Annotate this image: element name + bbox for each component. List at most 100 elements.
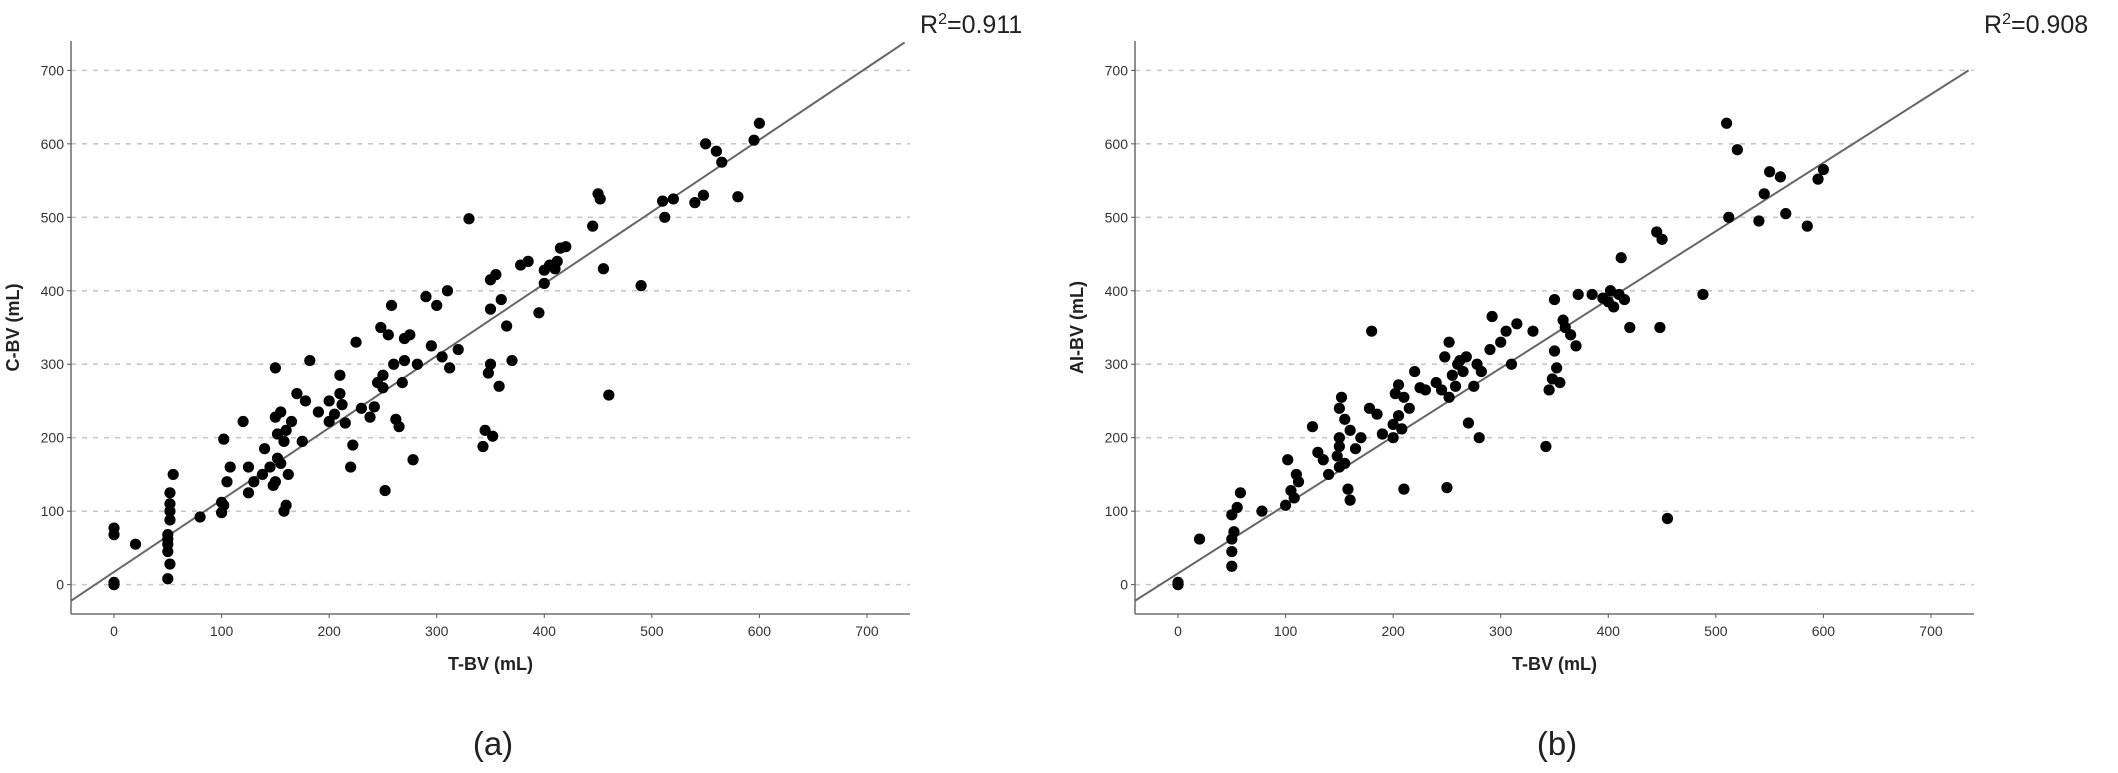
data-point	[377, 369, 389, 381]
y-tick-label: 600	[41, 136, 65, 152]
regression-line	[1134, 69, 1970, 602]
y-tick-label: 100	[1105, 503, 1129, 519]
data-point	[1764, 166, 1776, 178]
data-point	[1335, 391, 1348, 403]
data-point	[404, 329, 416, 341]
regression-line	[70, 41, 906, 602]
data-point	[657, 195, 669, 207]
data-point	[1333, 402, 1345, 414]
y-tick-label: 200	[41, 430, 65, 446]
data-point	[364, 411, 376, 423]
data-point	[237, 415, 249, 428]
data-point	[1333, 440, 1345, 453]
data-point	[218, 433, 230, 445]
x-axis-title-a: T-BV (mL)	[448, 654, 533, 674]
data-point	[1753, 215, 1765, 227]
y-tick-label: 400	[41, 283, 65, 299]
data-point	[368, 401, 380, 413]
data-point	[334, 388, 346, 400]
data-point	[1500, 325, 1512, 337]
x-tick-label: 700	[855, 623, 879, 639]
data-point	[377, 382, 389, 394]
data-point	[477, 440, 489, 453]
data-point	[411, 358, 423, 370]
data-point	[1608, 301, 1620, 313]
data-point	[1654, 321, 1666, 334]
data-point	[1812, 173, 1824, 185]
r-squared-symbol: R	[920, 11, 938, 39]
x-tick-label: 100	[210, 623, 234, 639]
data-point	[1323, 468, 1335, 481]
data-point	[479, 424, 491, 436]
data-point	[162, 529, 174, 541]
data-point	[1540, 440, 1552, 453]
data-point	[278, 435, 290, 447]
x-tick-label: 0	[110, 623, 118, 639]
x-tick-label: 700	[1919, 623, 1943, 639]
data-point	[594, 193, 606, 205]
data-point	[269, 362, 281, 374]
data-point	[560, 241, 572, 253]
data-point	[463, 213, 475, 225]
data-point	[444, 362, 456, 374]
data-point	[487, 430, 499, 442]
data-point	[1317, 454, 1329, 466]
data-point	[336, 399, 348, 411]
data-point	[1551, 362, 1563, 374]
y-tick-label: 500	[1105, 209, 1129, 225]
y-axis-title-a: C-BV (mL)	[3, 284, 23, 372]
data-point	[224, 461, 236, 473]
data-point	[375, 321, 387, 334]
x-tick-label: 400	[533, 623, 557, 639]
data-point	[732, 191, 744, 203]
panel-label-b: (b)	[1537, 725, 1577, 762]
data-point	[1721, 117, 1733, 129]
data-point	[1231, 501, 1243, 514]
data-point	[275, 406, 287, 418]
x-tick-label: 500	[1704, 623, 1728, 639]
data-point	[1661, 512, 1674, 525]
data-point	[271, 428, 284, 440]
data-point	[1387, 418, 1399, 431]
data-point	[129, 538, 142, 550]
data-point	[420, 291, 432, 303]
data-point	[1570, 340, 1582, 352]
data-point	[1604, 285, 1617, 297]
data-point	[1548, 345, 1561, 357]
y-tick-label: 0	[56, 577, 64, 593]
data-point	[1780, 208, 1792, 220]
data-point	[1398, 391, 1410, 403]
data-point	[1392, 379, 1405, 391]
data-point	[710, 145, 722, 157]
data-point	[697, 189, 710, 201]
data-point	[1363, 402, 1376, 414]
data-point	[587, 220, 599, 232]
data-point	[194, 511, 206, 523]
y-tick-label: 700	[41, 62, 65, 78]
data-point	[285, 415, 298, 428]
data-point	[1446, 369, 1458, 381]
x-axis-title-b: T-BV (mL)	[1512, 654, 1597, 674]
data-point	[398, 354, 411, 367]
data-point	[275, 457, 287, 470]
data-point	[506, 354, 518, 367]
data-point	[1288, 492, 1300, 504]
data-point	[108, 576, 120, 589]
data-point	[1435, 384, 1448, 396]
data-point	[1333, 432, 1345, 444]
data-point	[597, 263, 610, 275]
y-tick-label: 300	[41, 356, 65, 372]
data-point	[1193, 533, 1206, 545]
data-point	[1443, 391, 1455, 403]
data-point	[221, 476, 233, 488]
data-point	[1387, 432, 1399, 444]
x-tick-label: 600	[748, 623, 772, 639]
y-tick-label: 700	[1105, 62, 1129, 78]
r-squared-symbol: R	[1984, 11, 2002, 39]
data-point	[379, 484, 391, 497]
data-point	[280, 499, 292, 511]
data-point	[1801, 220, 1813, 232]
data-point	[436, 351, 448, 363]
data-point	[1586, 288, 1598, 301]
